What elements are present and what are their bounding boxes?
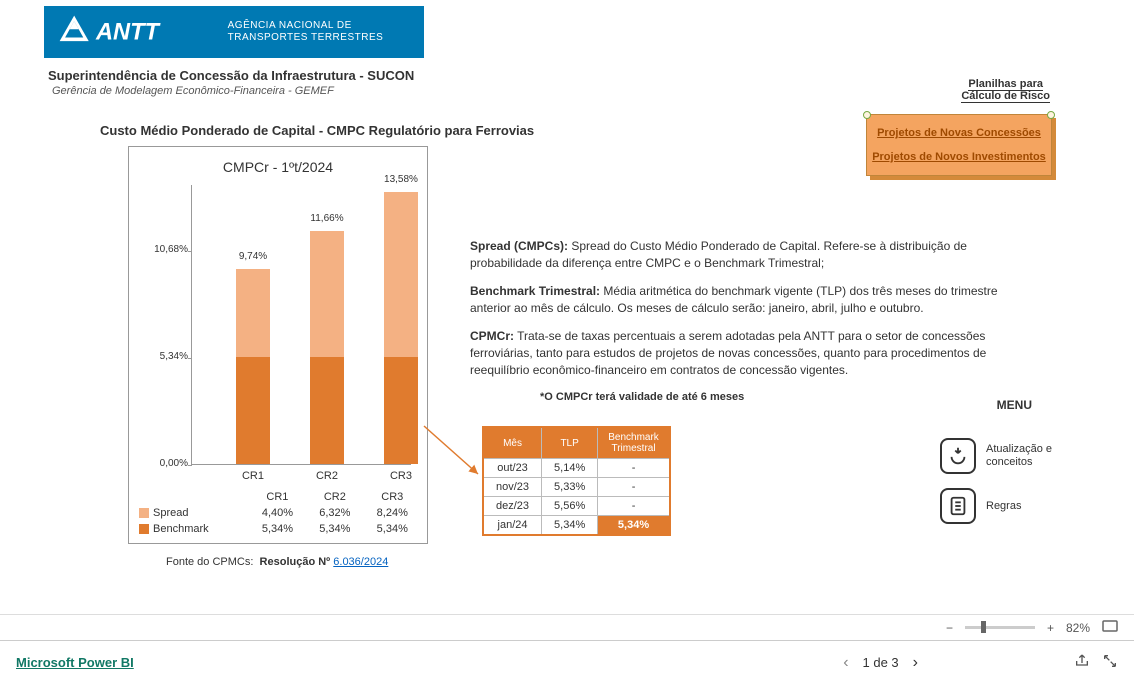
share-icon[interactable] — [1074, 653, 1090, 672]
source-line: Fonte do CPMCs: Resolução Nº 6.036/2024 — [166, 556, 1134, 568]
fullscreen-icon[interactable] — [1102, 653, 1118, 672]
menu-title: MENU — [997, 398, 1032, 412]
svg-text:ANTT: ANTT — [95, 19, 162, 45]
links-box: Projetos de Novas Concessões Projetos de… — [866, 114, 1052, 176]
menu-item-atualizacao[interactable]: Atualização e conceitos — [940, 438, 1066, 474]
agency-line1: AGÊNCIA NACIONAL DE — [228, 20, 384, 32]
menu-item-regras[interactable]: Regras — [940, 488, 1066, 524]
zoom-level: 82% — [1066, 621, 1090, 635]
zoom-slider[interactable] — [965, 626, 1035, 629]
antt-logo: ANTT — [56, 12, 220, 52]
legend-spread: Spread — [153, 507, 188, 519]
zoom-minus[interactable]: − — [946, 621, 953, 635]
definitions-block: Spread (CMPCs): Spread do Custo Médio Po… — [470, 238, 1040, 406]
arrow-icon — [420, 422, 490, 492]
agency-line2: TRANSPORTES TERRESTRES — [228, 32, 384, 44]
page-indicator: 1 de 3 — [863, 655, 899, 670]
link-novos-investimentos[interactable]: Projetos de Novos Investimentos — [871, 145, 1047, 169]
rules-icon — [940, 488, 976, 524]
planilhas-header: Planilhas para Cálculo de Risco — [961, 78, 1050, 102]
chart-title: CMPCr - 1ºt/2024 — [135, 159, 421, 175]
cmpcr-chart: CMPCr - 1ºt/2024 0,00%5,34%10,68%9,74%CR… — [128, 146, 428, 544]
update-icon — [940, 438, 976, 474]
source-link[interactable]: 6.036/2024 — [333, 556, 388, 568]
validity-note: *O CMPCr terá validade de até 6 meses — [540, 390, 1040, 406]
zoom-plus[interactable]: + — [1047, 621, 1054, 635]
prev-page-button[interactable]: ‹ — [843, 654, 848, 672]
fit-page-icon[interactable] — [1102, 620, 1118, 635]
chart-data-table: CR1CR2CR3 Spread4,40%6,32%8,24% Benchmar… — [135, 489, 421, 537]
powerbi-link[interactable]: Microsoft Power BI — [16, 655, 134, 670]
tlp-table: Mês TLP Benchmark Trimestral out/235,14%… — [482, 426, 671, 536]
legend-benchmark: Benchmark — [153, 523, 209, 535]
link-novas-concessoes[interactable]: Projetos de Novas Concessões — [871, 121, 1047, 145]
agency-header: ANTT AGÊNCIA NACIONAL DE TRANSPORTES TER… — [44, 6, 424, 58]
